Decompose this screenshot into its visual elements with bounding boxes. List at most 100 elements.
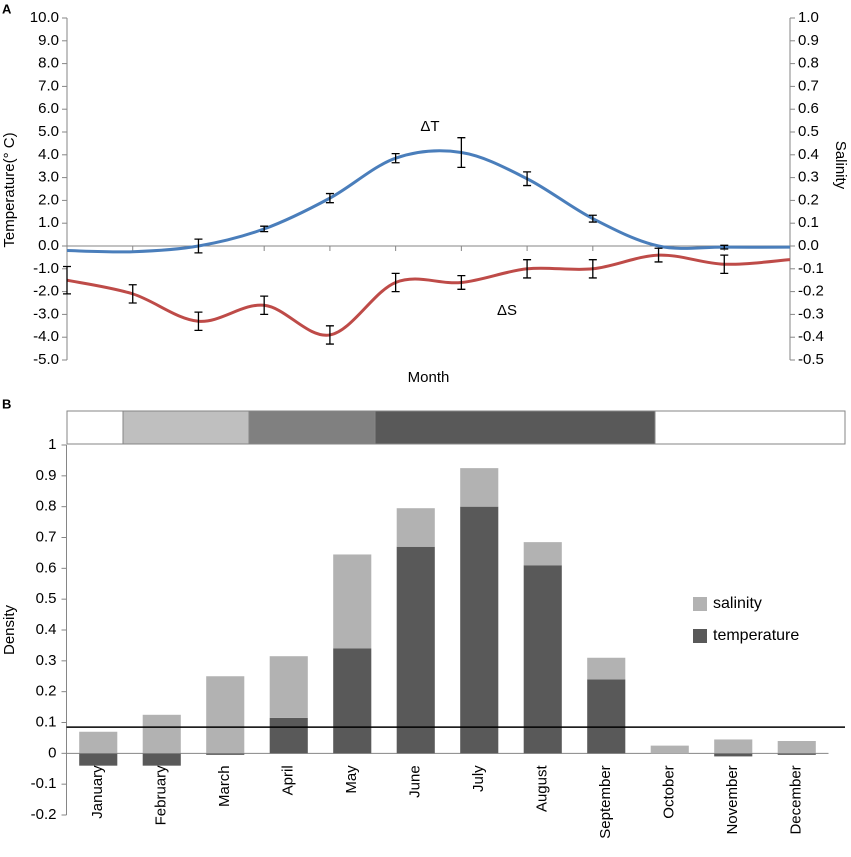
bar-segment <box>269 656 308 718</box>
y-tick-label: 3.0 <box>38 169 59 186</box>
y2-tick-label: 0.0 <box>798 237 819 254</box>
error-bar <box>194 238 203 254</box>
error-bar <box>128 284 137 304</box>
y2-tick-label: 0.6 <box>798 100 819 117</box>
bar-segment <box>587 657 626 680</box>
y2-axis-label: Salinity <box>832 141 849 190</box>
bar-segment <box>460 506 499 754</box>
x-axis-label: Month <box>408 369 450 386</box>
error-bar <box>325 325 334 345</box>
x-tick-label: September <box>597 765 614 838</box>
y-tick-label: 9.0 <box>38 32 59 49</box>
bar-segment <box>777 741 816 754</box>
season-box <box>374 410 656 445</box>
error-bar <box>523 259 532 279</box>
y-tick-label: 0.6 <box>36 559 57 576</box>
y-tick-label: 0.4 <box>36 621 57 638</box>
bar-segment <box>460 468 499 507</box>
y-tick-label: 0.2 <box>36 683 57 700</box>
panel-label: B <box>2 396 11 411</box>
bar-segment <box>333 648 372 754</box>
y2-tick-label: 1.0 <box>798 9 819 26</box>
x-tick-label: January <box>89 765 106 819</box>
y2-tick-label: 0.5 <box>798 123 819 140</box>
x-tick-label: November <box>724 765 741 834</box>
legend-swatch <box>693 597 707 611</box>
legend-label: temperature <box>713 627 799 644</box>
legend-swatch <box>693 629 707 643</box>
bar-segment <box>206 753 245 755</box>
y-tick-label: -5.0 <box>33 351 59 368</box>
y-axis-label: Temperature(° C) <box>1 132 18 247</box>
bar-segment <box>396 546 435 754</box>
y2-tick-label: 0.4 <box>798 146 819 163</box>
y-tick-label: 0 <box>48 744 56 761</box>
error-bar <box>523 171 532 187</box>
y2-tick-label: 0.1 <box>798 214 819 231</box>
error-bar <box>720 254 729 275</box>
y-tick-label: 0.3 <box>36 652 57 669</box>
y-tick-label: 0.8 <box>36 498 57 515</box>
error-bar <box>457 274 466 290</box>
season-box <box>66 410 124 445</box>
y2-tick-label: 0.3 <box>798 169 819 186</box>
x-tick-label: February <box>153 765 170 826</box>
x-tick-label: December <box>788 765 805 834</box>
series-label: ΔS <box>497 302 517 319</box>
y-axis-label: Density <box>1 604 18 655</box>
x-tick-label: July <box>470 765 487 792</box>
x-tick-label: October <box>661 765 678 818</box>
x-tick-label: March <box>216 765 233 807</box>
y-tick-label: 0.0 <box>38 237 59 254</box>
bar-segment <box>714 753 753 757</box>
line <box>66 149 791 254</box>
x-tick-label: June <box>407 765 424 798</box>
season-box <box>122 410 250 445</box>
y2-tick-label: -0.4 <box>798 328 824 345</box>
y-tick-label: 0.7 <box>36 528 57 545</box>
error-bar <box>391 272 400 293</box>
season-box <box>248 410 376 445</box>
bar-segment <box>396 508 435 547</box>
error-bar <box>588 259 597 279</box>
error-bar <box>194 311 203 332</box>
y-tick-label: 10.0 <box>30 9 59 26</box>
series-label: ΔT <box>420 118 439 135</box>
y2-tick-label: 0.9 <box>798 32 819 49</box>
y-tick-label: -1.0 <box>33 260 59 277</box>
error-bar <box>63 265 71 295</box>
y-tick-label: 1 <box>48 436 56 453</box>
x-tick-label: April <box>280 765 297 795</box>
error-bar <box>260 295 269 316</box>
bar-segment <box>777 753 816 755</box>
bar-segment <box>523 542 562 566</box>
y-tick-label: 7.0 <box>38 77 59 94</box>
line <box>66 253 791 337</box>
error-bar <box>260 225 269 233</box>
panel-label: A <box>2 1 12 16</box>
bar-segment <box>79 753 118 766</box>
y2-tick-label: 0.8 <box>798 55 819 72</box>
bar-segment <box>206 676 245 754</box>
y-tick-label: 2.0 <box>38 191 59 208</box>
legend-label: salinity <box>713 595 762 612</box>
error-bar <box>654 247 663 263</box>
y-tick-label: 1.0 <box>38 214 59 231</box>
bar-segment <box>269 717 308 754</box>
bar-segment <box>523 565 562 754</box>
season-box <box>654 410 846 445</box>
y2-tick-label: 0.7 <box>798 77 819 94</box>
y2-tick-label: 0.2 <box>798 191 819 208</box>
x-tick-label: May <box>343 765 360 794</box>
bar-segment <box>142 714 181 754</box>
y-tick-label: -3.0 <box>33 305 59 322</box>
y2-tick-label: -0.1 <box>798 260 824 277</box>
error-bar <box>325 192 334 204</box>
y2-tick-label: -0.2 <box>798 283 824 300</box>
bar-segment <box>587 679 626 754</box>
y-tick-label: 0.1 <box>36 713 57 730</box>
y-tick-label: -0.2 <box>31 806 57 823</box>
error-bar <box>588 214 597 223</box>
season-band <box>66 410 846 445</box>
